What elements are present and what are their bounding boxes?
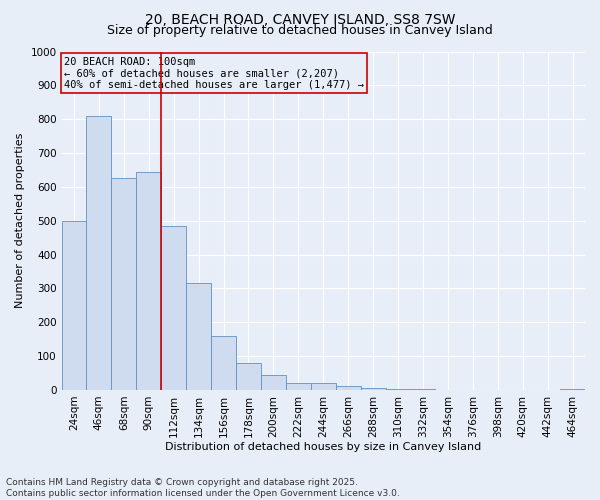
Bar — [62, 220, 86, 390]
Bar — [336, 386, 361, 390]
Bar — [361, 388, 386, 390]
Bar — [112, 178, 136, 390]
Bar — [86, 116, 112, 390]
Y-axis label: Number of detached properties: Number of detached properties — [15, 133, 25, 308]
Bar — [236, 363, 261, 390]
Bar — [386, 389, 410, 390]
Text: 20 BEACH ROAD: 100sqm
← 60% of detached houses are smaller (2,207)
40% of semi-d: 20 BEACH ROAD: 100sqm ← 60% of detached … — [64, 56, 364, 90]
Bar — [261, 374, 286, 390]
Bar — [311, 383, 336, 390]
Text: Size of property relative to detached houses in Canvey Island: Size of property relative to detached ho… — [107, 24, 493, 37]
X-axis label: Distribution of detached houses by size in Canvey Island: Distribution of detached houses by size … — [165, 442, 481, 452]
Bar — [136, 172, 161, 390]
Text: 20, BEACH ROAD, CANVEY ISLAND, SS8 7SW: 20, BEACH ROAD, CANVEY ISLAND, SS8 7SW — [145, 12, 455, 26]
Text: Contains HM Land Registry data © Crown copyright and database right 2025.
Contai: Contains HM Land Registry data © Crown c… — [6, 478, 400, 498]
Bar — [161, 226, 186, 390]
Bar — [211, 336, 236, 390]
Bar — [286, 382, 311, 390]
Bar — [186, 284, 211, 390]
